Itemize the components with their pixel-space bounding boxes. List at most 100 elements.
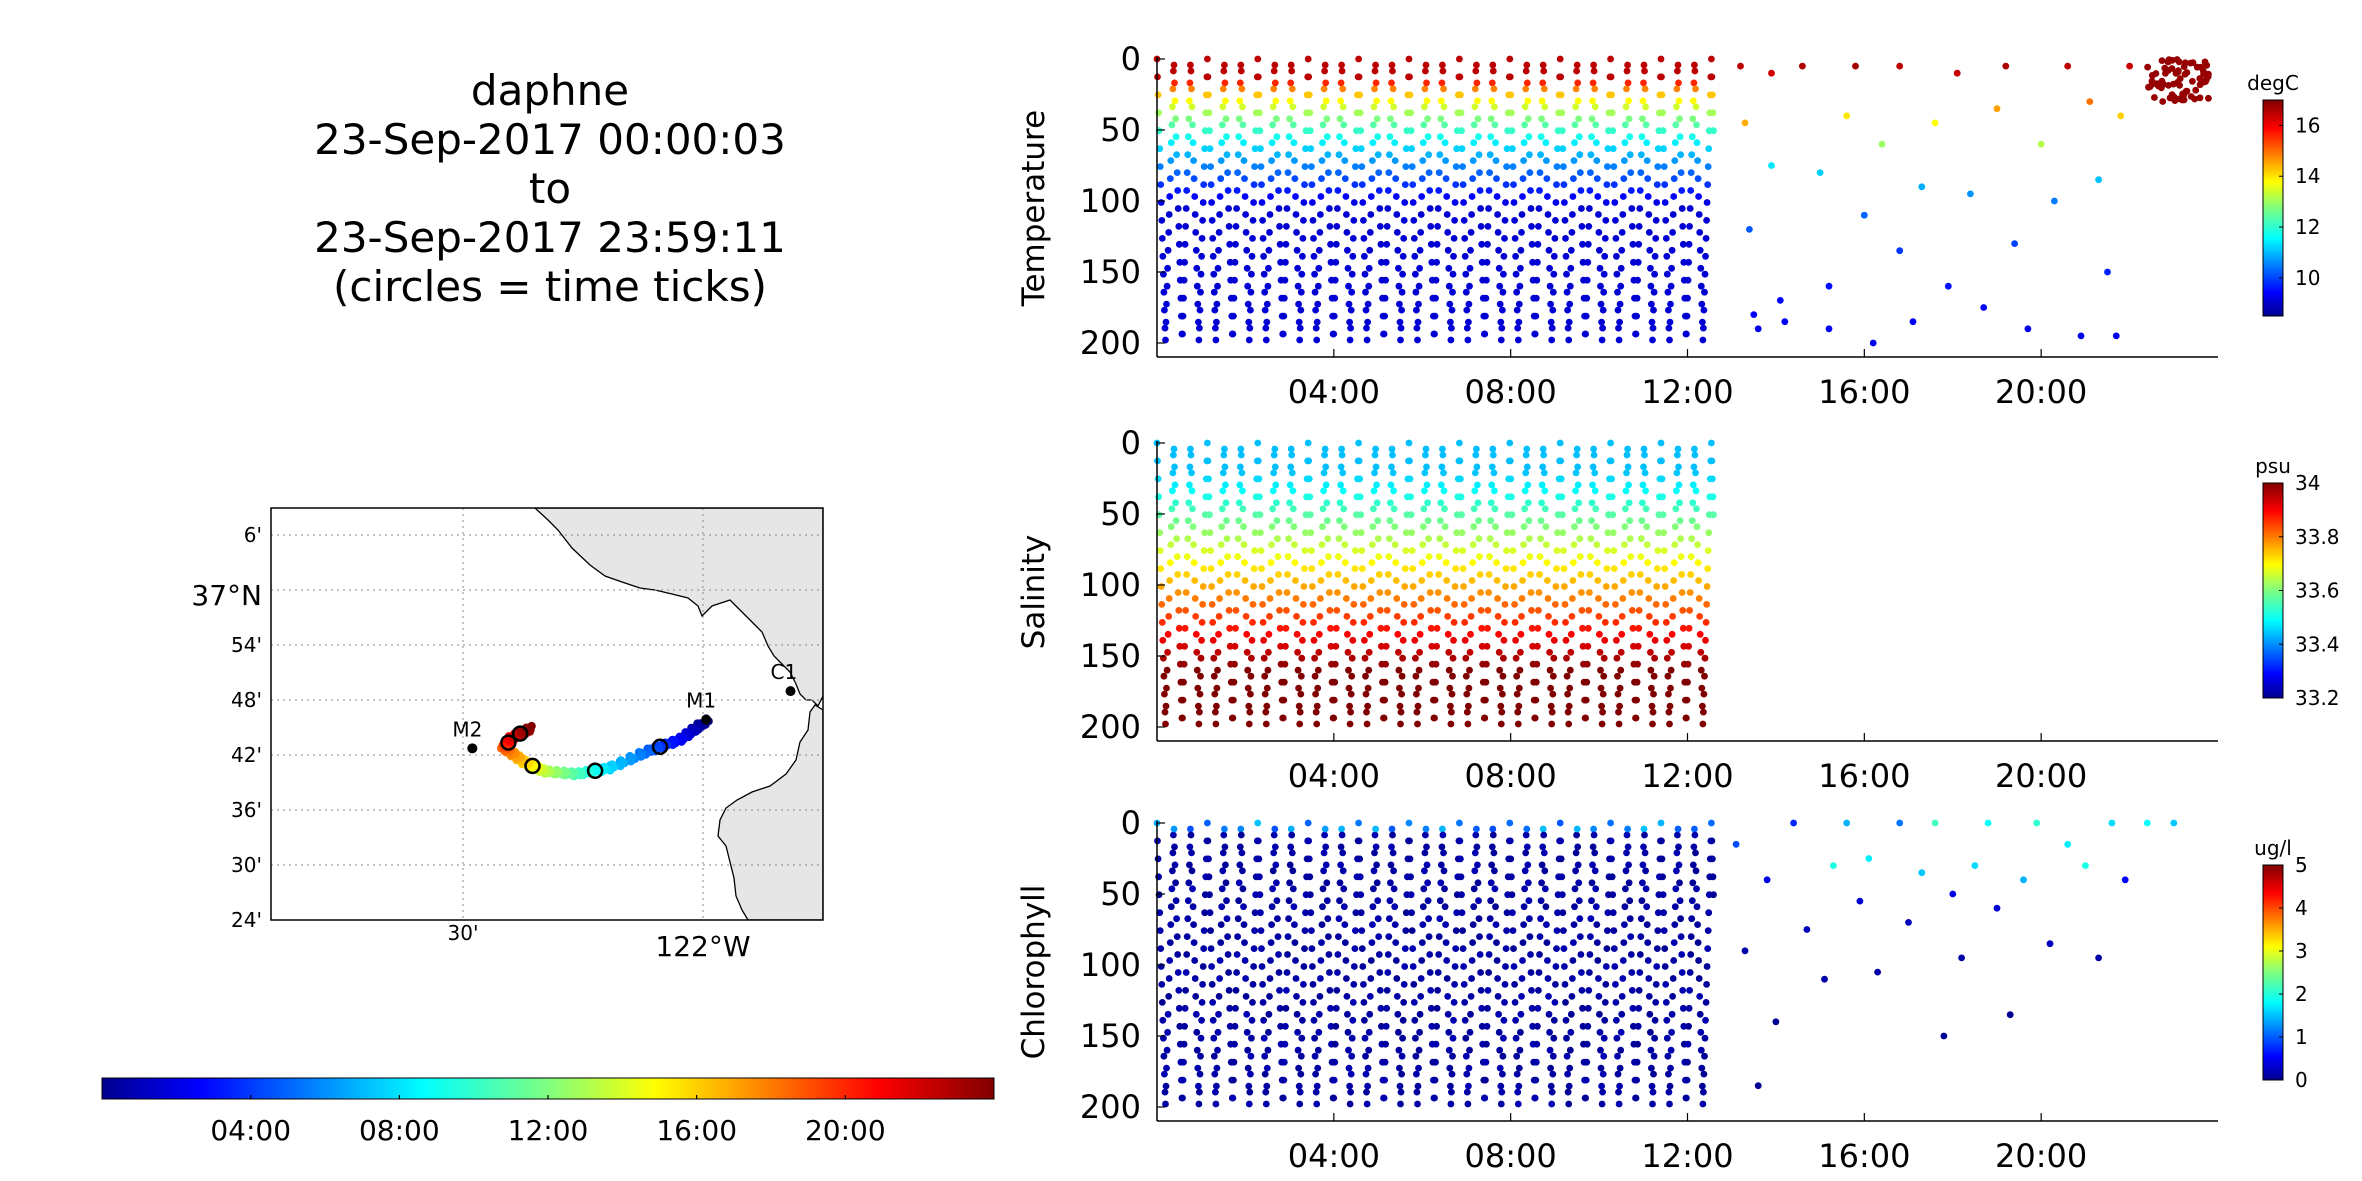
data-point — [1337, 861, 1344, 869]
data-point — [1680, 258, 1688, 266]
data-point — [2193, 63, 2201, 71]
data-point — [1349, 999, 1357, 1006]
data-point — [1663, 1034, 1671, 1042]
data-point — [1221, 825, 1228, 833]
data-point — [1288, 469, 1296, 477]
data-point — [1226, 1022, 1234, 1030]
data-point — [1570, 541, 1578, 548]
data-point — [1494, 613, 1502, 620]
data-point — [1697, 264, 1705, 272]
data-point — [1249, 235, 1256, 242]
data-point — [1472, 831, 1480, 839]
data-point — [1331, 294, 1339, 302]
data-point — [1266, 975, 1274, 982]
data-point — [1490, 849, 1498, 857]
y-tick-label: 50 — [1100, 111, 1141, 149]
data-point — [2024, 325, 2032, 333]
data-point — [1294, 264, 1301, 272]
data-point — [1188, 867, 1196, 875]
data-point — [1265, 630, 1273, 638]
data-point — [1425, 535, 1432, 543]
data-point — [1556, 819, 1564, 827]
data-point — [1193, 1028, 1201, 1036]
data-point — [1585, 607, 1593, 614]
data-point — [1238, 469, 1246, 477]
data-point — [1260, 636, 1267, 644]
data-point — [1578, 223, 1586, 230]
data-point — [1270, 849, 1278, 857]
data-point — [1261, 1070, 1269, 1078]
data-point — [1170, 61, 1178, 69]
data-point — [1319, 121, 1327, 129]
data-point — [1679, 987, 1687, 994]
data-point — [1566, 1064, 1574, 1072]
data-point — [1327, 624, 1334, 632]
data-point — [1334, 205, 1341, 212]
data-point — [2020, 876, 2027, 884]
data-point — [1667, 1046, 1675, 1054]
data-point — [1394, 246, 1402, 254]
data-point — [1441, 139, 1449, 147]
data-point — [1347, 324, 1354, 332]
data-point — [1588, 517, 1595, 525]
time-colorbar-tick-label: 20:00 — [805, 1114, 886, 1147]
data-point — [1524, 481, 1532, 489]
station-dot — [467, 743, 478, 754]
data-point — [1476, 553, 1483, 560]
data-point — [1477, 607, 1485, 614]
data-point — [1355, 439, 1362, 447]
data-point — [1622, 103, 1630, 111]
data-point — [1350, 217, 1358, 224]
x-tick-label: 04:00 — [1288, 1137, 1380, 1175]
data-point — [2037, 140, 2045, 148]
data-point — [1614, 1052, 1621, 1060]
data-point — [1669, 993, 1676, 1000]
data-point — [1186, 481, 1193, 489]
data-point — [1413, 306, 1420, 314]
data-point — [1485, 951, 1493, 958]
data-point — [1590, 67, 1598, 75]
data-point — [1375, 571, 1383, 578]
data-point — [1182, 969, 1190, 976]
data-point — [1520, 157, 1527, 165]
data-point — [1166, 957, 1174, 964]
data-point — [1567, 648, 1575, 656]
data-point — [1639, 861, 1647, 869]
time-tick-circle — [511, 725, 529, 742]
data-point — [1541, 121, 1549, 129]
data-point — [1162, 1100, 1169, 1108]
data-point — [1167, 157, 1175, 165]
data-point — [1470, 885, 1478, 893]
data-point — [1296, 720, 1304, 728]
data-point — [1491, 103, 1498, 111]
data-point — [1493, 939, 1500, 946]
data-point — [1163, 666, 1171, 674]
data-point — [1565, 702, 1573, 710]
data-point — [1388, 825, 1396, 833]
data-point — [1517, 630, 1525, 638]
data-point — [1625, 861, 1632, 869]
data-point — [1450, 619, 1458, 626]
data-point — [1697, 648, 1705, 656]
data-point — [1475, 915, 1483, 923]
data-point — [1675, 97, 1683, 105]
data-point — [1446, 684, 1454, 692]
data-point — [1402, 163, 1410, 171]
data-point — [1191, 975, 1199, 982]
data-point — [1639, 879, 1646, 887]
data-point — [1699, 720, 1707, 728]
data-point — [1338, 825, 1345, 833]
data-point — [1513, 1070, 1521, 1078]
data-point — [1562, 1016, 1570, 1024]
data-point — [1475, 151, 1483, 159]
data-point — [1187, 61, 1194, 69]
data-point — [1374, 517, 1382, 525]
data-point — [1624, 61, 1631, 69]
data-point — [1699, 318, 1706, 326]
data-point — [1332, 624, 1340, 632]
data-point — [1179, 312, 1187, 320]
data-point — [1444, 246, 1452, 254]
data-point — [1528, 607, 1535, 614]
track-point — [626, 757, 636, 766]
